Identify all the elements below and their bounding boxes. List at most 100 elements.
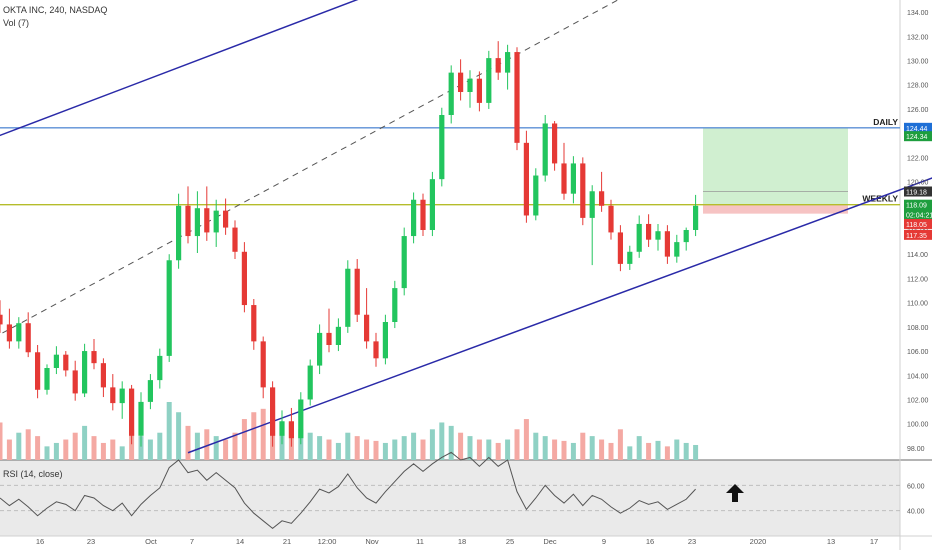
candle-body	[0, 314, 3, 325]
volume-bar	[401, 436, 407, 460]
time-tick-label: Oct	[145, 537, 158, 546]
candle-body	[241, 251, 247, 306]
candle-body	[505, 52, 511, 73]
candle-body	[176, 205, 182, 261]
time-tick-label: 16	[646, 537, 654, 546]
channel-lower-line	[187, 177, 932, 454]
candle-body	[185, 205, 191, 237]
price-tick-label: 132.00	[907, 34, 929, 41]
time-tick-label: 23	[87, 537, 95, 546]
time-tick-label: 16	[36, 537, 44, 546]
candle-body	[448, 72, 454, 115]
volume-bar	[204, 429, 210, 460]
volume-bar	[542, 436, 548, 460]
volume-bar	[636, 436, 642, 460]
volume-bar	[570, 442, 576, 460]
price-tick-label: 126.00	[907, 107, 929, 114]
volume-bar	[251, 412, 257, 460]
candle-body	[251, 305, 257, 342]
volume-bar	[72, 432, 78, 460]
volume-bar	[298, 429, 304, 460]
volume-bar	[100, 442, 106, 460]
volume-bar	[646, 442, 652, 460]
volume-bar	[495, 442, 501, 460]
price-tick-label: 128.00	[907, 83, 929, 90]
volume-bar	[429, 429, 435, 460]
time-tick-label: Dec	[543, 537, 557, 546]
volume-bar	[223, 439, 229, 460]
volume-bar	[411, 432, 417, 460]
volume-bar	[486, 439, 492, 460]
candle-body	[270, 387, 276, 436]
candle-body	[655, 231, 661, 240]
price-tick-label: 106.00	[907, 349, 929, 356]
volume-bar	[157, 432, 163, 460]
volume-bar	[44, 446, 50, 460]
candle-body	[345, 268, 351, 327]
volume-bar	[213, 436, 219, 460]
candle-body	[63, 354, 69, 371]
volume-bar	[364, 439, 370, 460]
candle-body	[401, 236, 407, 289]
trend-channel[interactable]	[0, 0, 932, 454]
price-tick-label: 114.00	[907, 252, 928, 259]
candle-body	[194, 208, 200, 237]
rsi-pane	[0, 451, 900, 530]
volume-bar	[82, 425, 88, 460]
time-tick-label: 2020	[750, 537, 767, 546]
rsi-tick-label: 40.00	[907, 509, 925, 516]
volume-bar	[448, 425, 454, 460]
volume-bar	[119, 446, 125, 460]
horizontal-levels[interactable]: DAILY WEEKLY	[0, 117, 900, 206]
rsi-line	[0, 451, 696, 530]
volume-bar	[232, 432, 238, 460]
candle-body	[317, 332, 323, 366]
volume-bar	[382, 442, 388, 460]
candle-body	[44, 368, 50, 390]
volume-bar	[6, 439, 12, 460]
candle-body	[561, 163, 567, 194]
volume-bar	[335, 442, 341, 460]
candle-body	[204, 208, 210, 233]
price-tick-label: 102.00	[907, 397, 929, 404]
time-tick-label: Nov	[365, 537, 379, 546]
candle-body	[617, 232, 623, 264]
candle-body	[373, 341, 379, 359]
volume-bar	[129, 429, 135, 460]
time-tick-label: 9	[602, 537, 606, 546]
candle-body	[523, 142, 529, 216]
candle-body	[25, 323, 31, 353]
volume-bar	[392, 439, 398, 460]
volume-bar	[580, 432, 586, 460]
volume-bar	[467, 436, 473, 460]
price-badge	[904, 186, 932, 197]
rsi-tick-label: 60.00	[907, 483, 925, 490]
candle-body	[495, 58, 501, 73]
price-badge	[904, 229, 932, 240]
price-badge	[904, 199, 932, 210]
channel-upper-line	[0, 0, 359, 137]
volume-indicator-label: Vol (7)	[3, 18, 30, 28]
candle-body	[6, 324, 12, 342]
price-tick-label: 98.00	[907, 446, 925, 453]
candle-body	[382, 322, 388, 359]
volume-bar	[476, 439, 482, 460]
candle-body	[138, 401, 144, 436]
price-tick-label: 108.00	[907, 325, 929, 332]
volume-bar	[185, 425, 191, 460]
price-tick-label: 134.00	[907, 10, 929, 17]
volume-bar	[373, 440, 379, 460]
candle-body	[439, 115, 445, 180]
position-tool[interactable]	[703, 127, 848, 214]
symbol-title: OKTA INC, 240, NASDAQ	[3, 5, 108, 15]
candle-body	[646, 223, 652, 240]
time-tick-label: 13	[827, 537, 835, 546]
volume-bar	[354, 436, 360, 460]
volume-bar	[25, 429, 31, 460]
price-tick-label: 120.00	[907, 180, 929, 187]
candle-body	[110, 387, 116, 404]
candle-body	[100, 363, 106, 388]
